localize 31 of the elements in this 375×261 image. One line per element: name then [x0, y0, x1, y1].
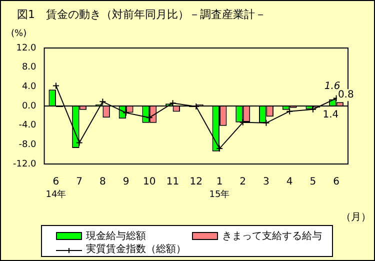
x-tick-label: 9 [122, 176, 130, 188]
legend-label: 実質賃金指数（総額） [86, 242, 186, 256]
x-tick-label: 4 [286, 176, 293, 188]
legend-label: きまって支給する給与 [222, 230, 322, 243]
data-label: 1.6 [324, 80, 340, 92]
x-tick-label: 5 [310, 176, 316, 188]
y-tick-label: 0.0 [22, 101, 37, 112]
x-tick-label: 11 [166, 176, 180, 188]
x-tick-label: 6 [333, 176, 340, 188]
y-tick-label: -8.0 [18, 140, 37, 150]
x-tick-label: 2 [240, 176, 246, 188]
legend-label: 現金給与総額 [86, 230, 146, 243]
x-axis-title: （月） [341, 211, 371, 224]
y-tick-label: 8.0 [22, 62, 37, 73]
x-tick-label: 3 [263, 176, 270, 188]
y-tick-label: 4.0 [22, 82, 37, 92]
data-label: 0.8 [338, 90, 354, 101]
text: 14年 [46, 188, 66, 200]
data-label: 1.4 [322, 110, 339, 121]
x-tick-label: 12 [190, 176, 203, 188]
y-tick-label: 12.0 [16, 43, 37, 54]
x-tick-label: 10 [143, 176, 156, 188]
x-tick-label: 6 [52, 176, 60, 188]
chart-title: 図1 賃金の動き（対前年同月比）－調査産業計－ [17, 7, 266, 22]
y-tick-label: -4.0 [18, 120, 37, 131]
y-axis-title: (%) [11, 29, 27, 39]
y-tick-label: -12.0 [12, 159, 37, 170]
x-tick-label: 8 [100, 176, 106, 188]
x-tick-label: 1 [216, 176, 223, 188]
text: 15年 [209, 188, 230, 200]
x-tick-label: 7 [76, 176, 83, 188]
